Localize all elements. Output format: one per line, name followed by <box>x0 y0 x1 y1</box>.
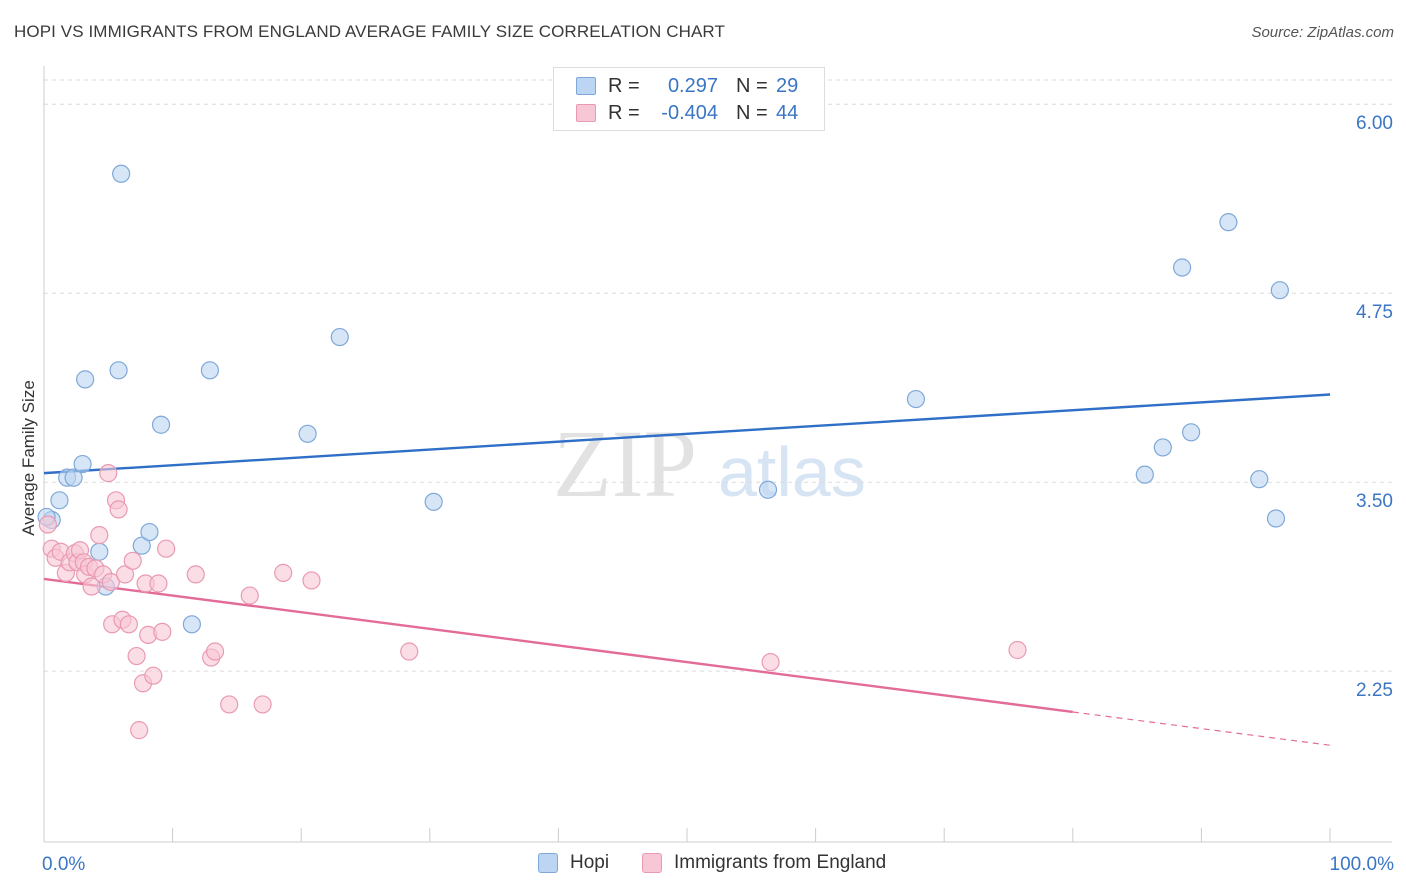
england-point <box>205 642 225 661</box>
england-point <box>82 577 101 596</box>
england-point <box>186 565 205 584</box>
england-swatch-icon <box>576 104 596 122</box>
y-tick-label: 4.75 <box>1356 302 1393 323</box>
england-point <box>119 615 138 634</box>
trend-layer <box>43 393 1331 746</box>
england-point <box>157 539 176 558</box>
hopi-point <box>1182 423 1201 442</box>
y-tick-label: 6.00 <box>1356 113 1393 134</box>
hopi-point <box>1173 258 1192 277</box>
watermark-atlas: atlas <box>718 433 866 511</box>
legend-row-england: R = -0.404 N = 44 <box>576 100 798 126</box>
england-point <box>302 571 321 590</box>
y-tick-label: 2.25 <box>1356 680 1393 701</box>
hopi-n-value: 29 <box>776 74 799 97</box>
hopi-point <box>109 361 128 380</box>
points-layer <box>37 164 1289 740</box>
england-point <box>761 652 780 672</box>
hopi-point <box>73 454 92 474</box>
england-trend-extension <box>1072 711 1331 746</box>
hopi-point <box>151 415 171 434</box>
england-point <box>99 464 118 483</box>
england-n-label: N = <box>736 101 768 124</box>
hopi-trend-line <box>43 393 1331 475</box>
hopi-point <box>140 522 159 542</box>
legend-row-hopi: R = 0.297 N = 29 <box>576 73 798 99</box>
hopi-point <box>1219 213 1238 232</box>
england-point <box>101 572 120 592</box>
x-tick-label-max: 100.0% <box>1330 854 1395 875</box>
correlation-legend: R = 0.297 N = 29 R = -0.404 N = 44 <box>553 67 825 131</box>
england-point <box>130 721 149 740</box>
england-point <box>149 574 168 593</box>
england-point <box>38 515 57 534</box>
england-point <box>144 666 163 685</box>
hopi-point <box>1135 465 1154 484</box>
hopi-point <box>424 492 443 511</box>
hopi-n-label: N = <box>736 74 768 97</box>
england-point <box>123 551 142 570</box>
axis-layer <box>43 66 1392 843</box>
chart-title: HOPI VS IMMIGRANTS FROM ENGLAND AVERAGE … <box>14 22 725 41</box>
source-credit: Source: ZipAtlas.com <box>1251 24 1394 41</box>
hopi-point <box>1266 509 1286 528</box>
hopi-legend-icon <box>538 853 558 873</box>
hopi-point <box>758 480 778 499</box>
series-legend: Hopi Immigrants from England <box>0 852 1406 876</box>
y-tick-label: 3.50 <box>1356 491 1393 512</box>
hopi-point <box>298 424 317 443</box>
hopi-point <box>90 542 109 561</box>
hopi-r-label: R = <box>608 74 640 97</box>
label-layer: 2.25 3.50 4.75 6.00 0.0% 100.0% Average Family… <box>19 113 1394 875</box>
hopi-point <box>1250 470 1269 489</box>
hopi-point <box>200 361 219 380</box>
england-legend-icon <box>642 853 662 873</box>
england-point <box>90 526 109 545</box>
hopi-point <box>1270 281 1289 300</box>
england-point <box>127 646 146 666</box>
england-n-value: 44 <box>776 101 799 124</box>
hopi-point <box>182 615 201 634</box>
england-legend-label: Immigrants from England <box>674 852 887 873</box>
x-tick-label-min: 0.0% <box>42 854 85 875</box>
england-r-value: -0.404 <box>661 101 718 124</box>
hopi-point <box>906 389 926 409</box>
hopi-point <box>76 370 95 389</box>
hopi-point <box>132 536 151 555</box>
england-point <box>274 563 293 582</box>
hopi-swatch-icon <box>576 77 596 95</box>
england-point <box>153 622 172 641</box>
watermark-zip: ZIP <box>553 410 697 517</box>
england-trend-line <box>43 577 1073 714</box>
hopi-point <box>64 468 83 487</box>
grid-layer <box>44 79 1392 672</box>
england-point <box>220 695 239 714</box>
england-point <box>253 695 272 714</box>
hopi-point <box>330 327 349 347</box>
legend-item-hopi: Hopi <box>538 852 609 874</box>
legend-item-england: Immigrants from England <box>642 852 886 874</box>
y-axis-label: Average Family Size <box>19 380 38 536</box>
england-point <box>240 586 259 605</box>
hopi-legend-label: Hopi <box>570 852 610 873</box>
england-point <box>1008 640 1027 660</box>
england-point <box>109 500 128 519</box>
hopi-point <box>112 164 131 183</box>
england-point <box>400 642 419 661</box>
england-point <box>115 565 135 584</box>
hopi-point <box>1153 438 1172 457</box>
england-r-label: R = <box>608 101 640 124</box>
hopi-point <box>50 491 69 510</box>
hopi-r-value: 0.297 <box>667 74 718 97</box>
